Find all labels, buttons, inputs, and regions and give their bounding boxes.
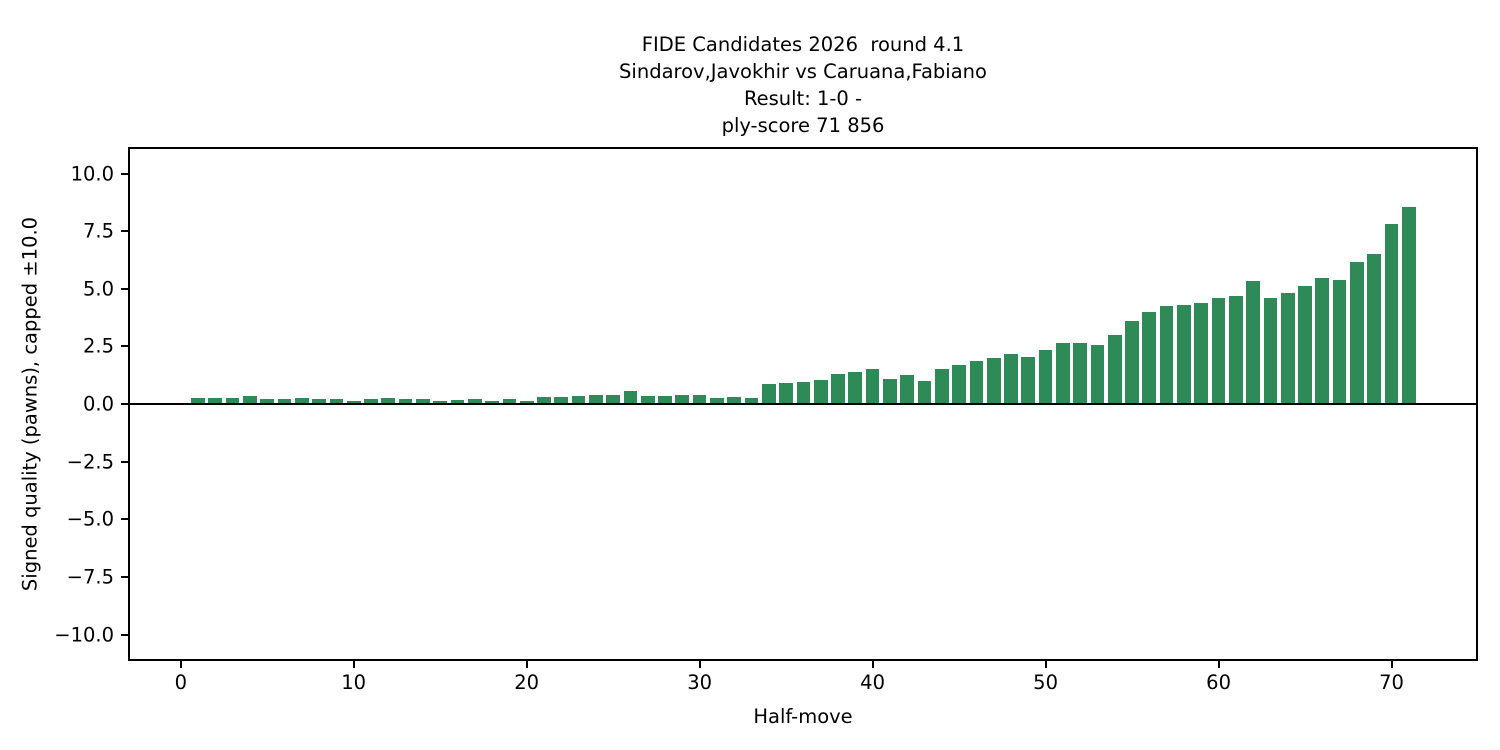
x-tick-mark — [1390, 661, 1393, 668]
x-axis-label: Half-move — [753, 705, 853, 728]
x-tick-mark — [1044, 661, 1047, 668]
y-tick-mark — [121, 518, 128, 521]
x-tick-label: 0 — [174, 671, 188, 694]
y-tick-mark — [121, 575, 128, 578]
chart-title-line-1: FIDE Candidates 2026 round 4.1 — [641, 33, 965, 56]
x-tick-label: 70 — [1379, 671, 1404, 694]
x-tick-label: 10 — [341, 671, 367, 694]
x-tick-label: 40 — [860, 671, 886, 694]
chart-title-line-3: Result: 1-0 - — [743, 87, 863, 110]
y-tick-mark — [121, 345, 128, 348]
chart-title: FIDE Candidates 2026 round 4.1 Sindarov,J… — [128, 31, 1478, 139]
y-tick-mark — [121, 460, 128, 463]
chart-title-line-4: ply-score 71 856 — [721, 114, 885, 137]
y-tick-mark — [121, 633, 128, 636]
x-tick-mark — [352, 661, 355, 668]
y-tick-label: −10.0 — [54, 623, 114, 646]
chart-title-line-2: Sindarov,Javokhir vs Caruana,Fabiano — [619, 60, 987, 83]
x-tick-mark — [525, 661, 528, 668]
y-tick-label: 10.0 — [70, 162, 114, 185]
y-tick-mark — [121, 172, 128, 175]
x-tick-label: 50 — [1033, 671, 1059, 694]
y-tick-mark — [121, 403, 128, 405]
y-tick-mark — [121, 287, 128, 290]
x-tick-mark — [698, 661, 701, 668]
x-tick-mark — [871, 661, 874, 668]
x-tick-mark — [179, 661, 182, 668]
y-axis-label: Signed quality (pawns), capped ±10.0 — [18, 216, 42, 592]
x-tick-label: 20 — [514, 671, 540, 694]
x-tick-mark — [1217, 661, 1220, 668]
y-tick-mark — [121, 230, 128, 233]
plot-area — [128, 147, 1478, 661]
x-tick-label: 30 — [687, 671, 713, 694]
x-tick-label: 60 — [1206, 671, 1232, 694]
